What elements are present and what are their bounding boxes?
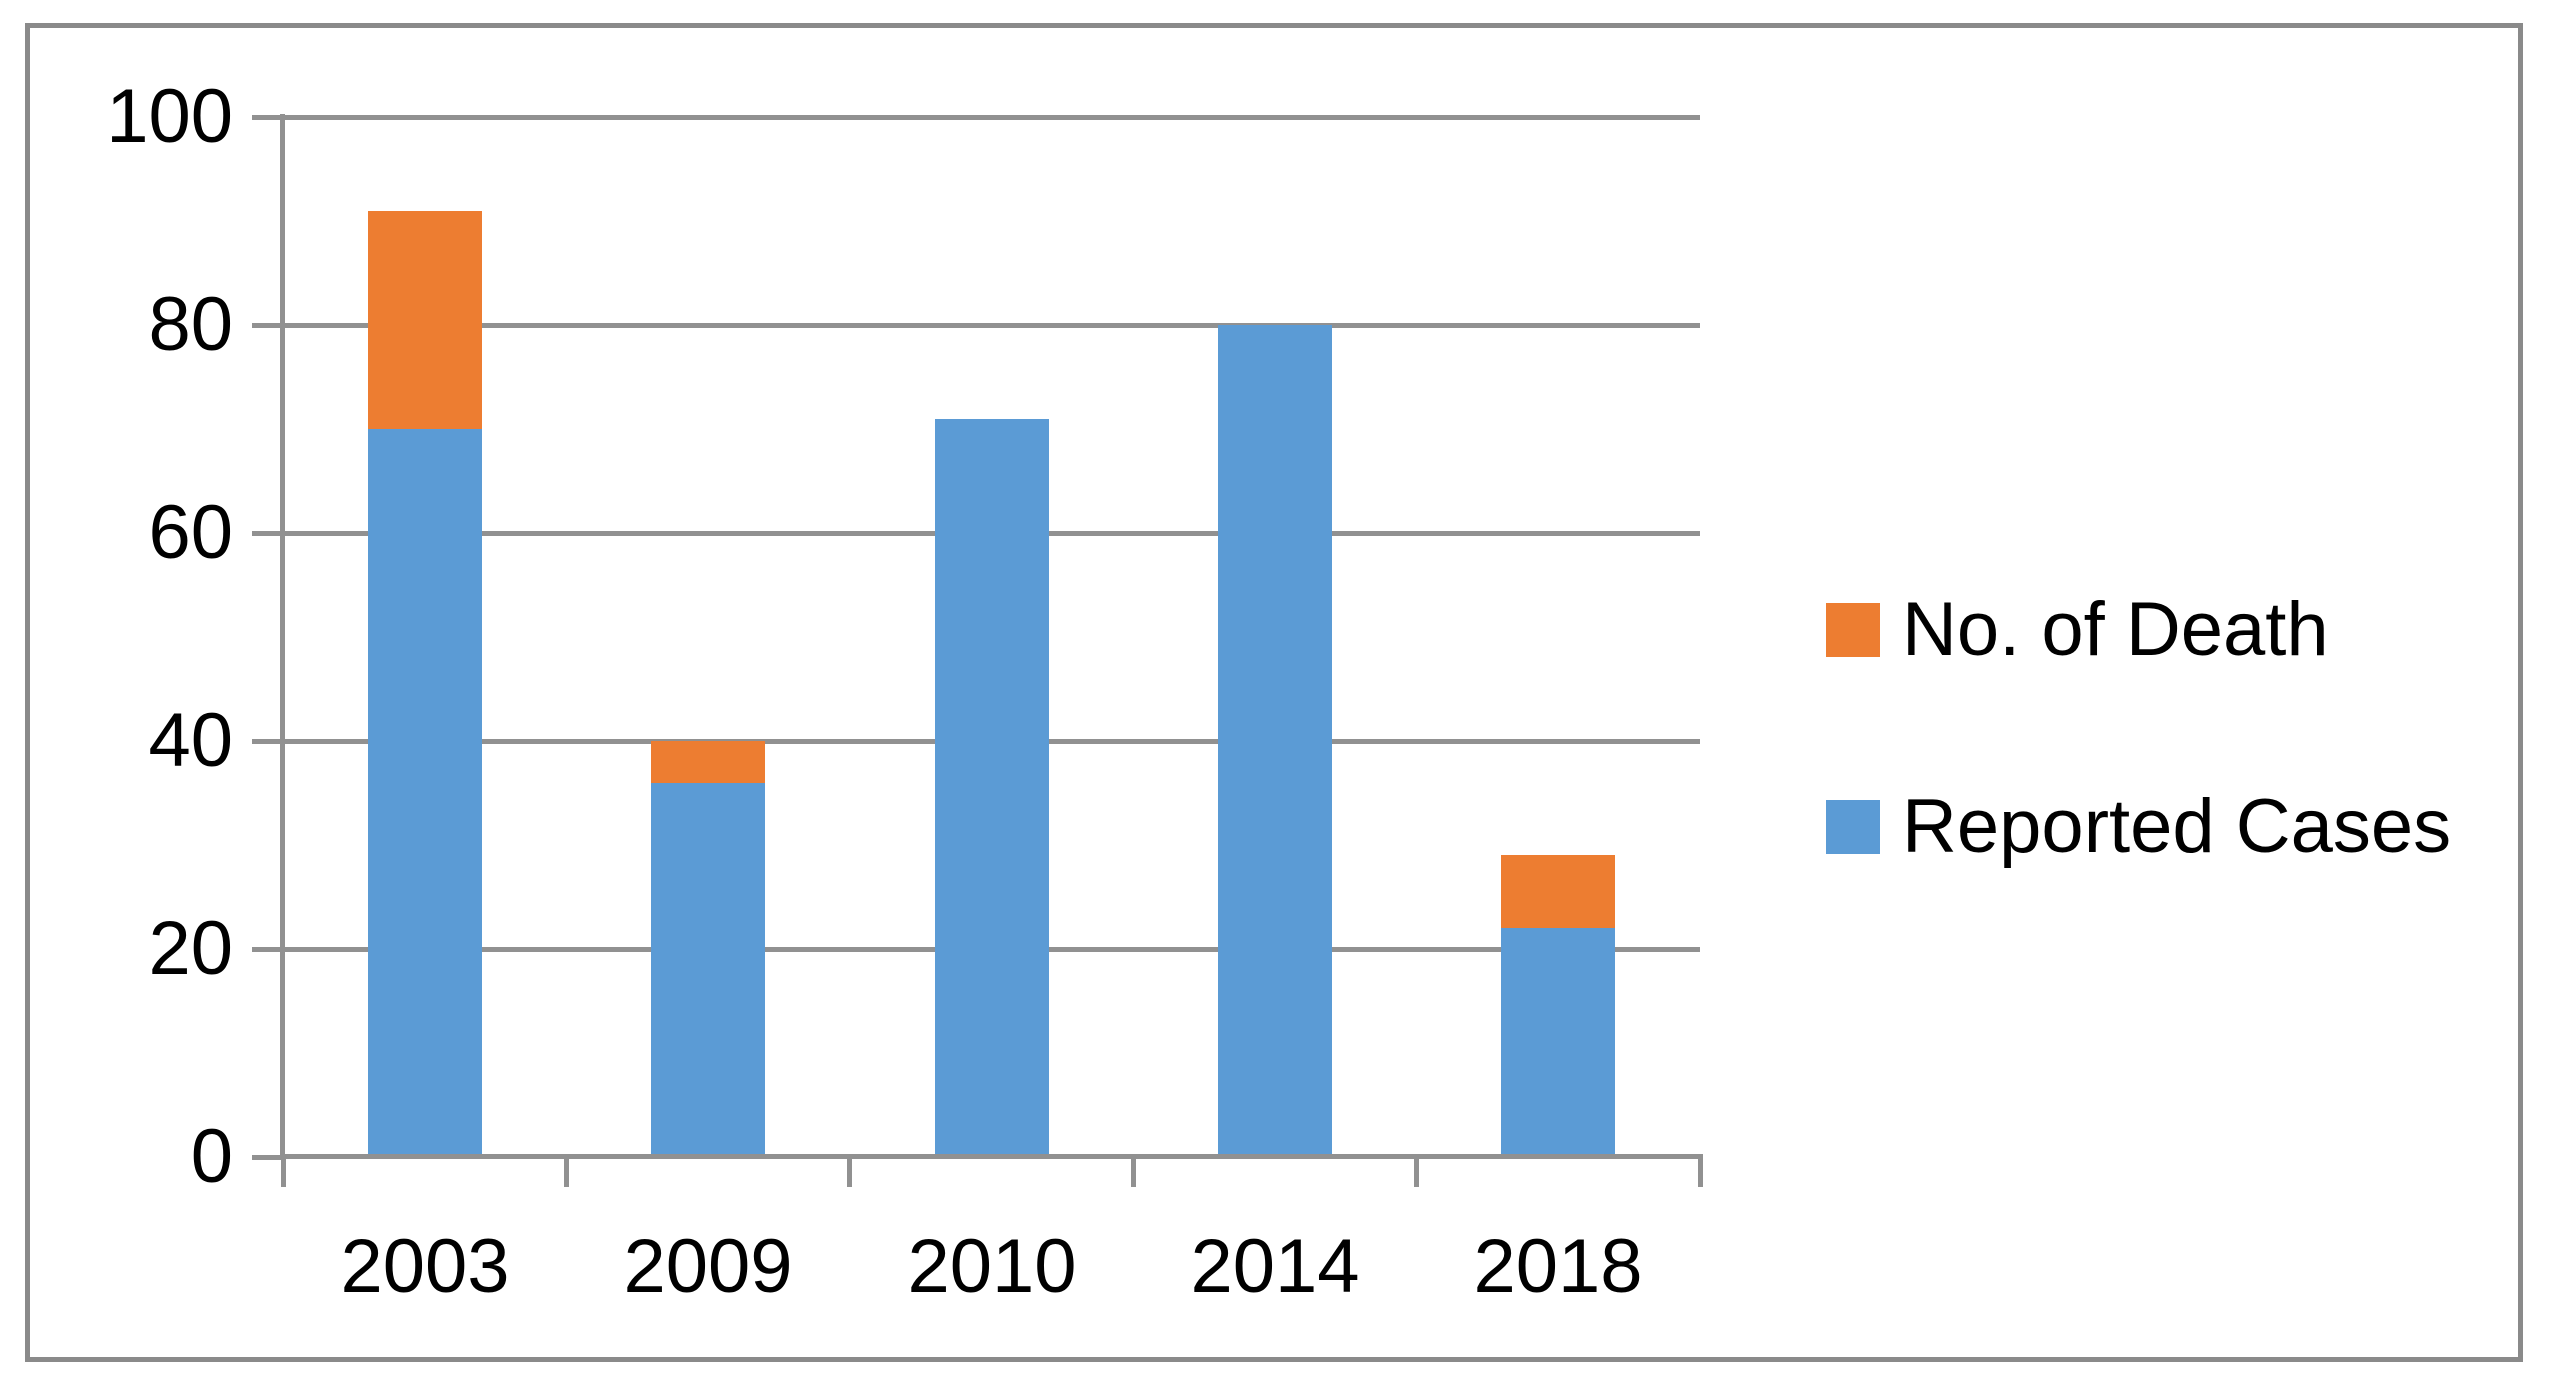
x-axis-tick-2 [847, 1154, 852, 1187]
bar-2003-reported-cases [368, 429, 482, 1157]
y-axis-tick-0 [252, 1155, 283, 1160]
x-axis-label-2014: 2014 [1190, 1224, 1360, 1309]
y-axis-label-40: 40 [148, 698, 233, 783]
x-axis-line [283, 1154, 1700, 1159]
y-axis-label-20: 20 [148, 906, 233, 991]
gridline-100 [283, 115, 1700, 120]
bar-2010-reported-cases [935, 419, 1049, 1157]
y-axis-line [280, 114, 285, 1160]
bar-2018-reported-cases [1501, 928, 1615, 1157]
legend-label-reported-cases: Reported Cases [1902, 784, 2452, 869]
y-axis-label-0: 0 [190, 1114, 233, 1199]
bar-2009-no-of-death [651, 741, 765, 783]
x-axis-tick-1 [564, 1154, 569, 1187]
bar-2018-no-of-death [1501, 855, 1615, 928]
x-axis-tick-4 [1414, 1154, 1419, 1187]
legend-label-no-of-death: No. of Death [1902, 587, 2329, 672]
legend-swatch-reported-cases [1826, 800, 1880, 854]
x-axis-tick-3 [1131, 1154, 1136, 1187]
x-axis-label-2003: 2003 [340, 1224, 510, 1309]
x-axis-label-2018: 2018 [1473, 1224, 1643, 1309]
legend-entry-no-of-death: No. of Death [1826, 583, 2329, 677]
bar-2014-reported-cases [1218, 325, 1332, 1157]
bar-2009-reported-cases [651, 783, 765, 1157]
y-axis-tick-100 [252, 115, 283, 120]
y-axis-tick-60 [252, 531, 283, 536]
y-axis-label-80: 80 [148, 282, 233, 367]
y-axis-label-100: 100 [106, 74, 233, 159]
x-axis-label-2009: 2009 [623, 1224, 793, 1309]
y-axis-label-60: 60 [148, 490, 233, 575]
y-axis-tick-80 [252, 323, 283, 328]
bar-2003-no-of-death [368, 211, 482, 429]
x-axis-tick-0 [281, 1154, 286, 1187]
y-axis-tick-40 [252, 739, 283, 744]
legend-swatch-no-of-death [1826, 603, 1880, 657]
x-axis-label-2010: 2010 [907, 1224, 1077, 1309]
gridline-80 [283, 323, 1700, 328]
legend-entry-reported-cases: Reported Cases [1826, 780, 2451, 874]
y-axis-tick-20 [252, 947, 283, 952]
x-axis-tick-5 [1698, 1154, 1703, 1187]
